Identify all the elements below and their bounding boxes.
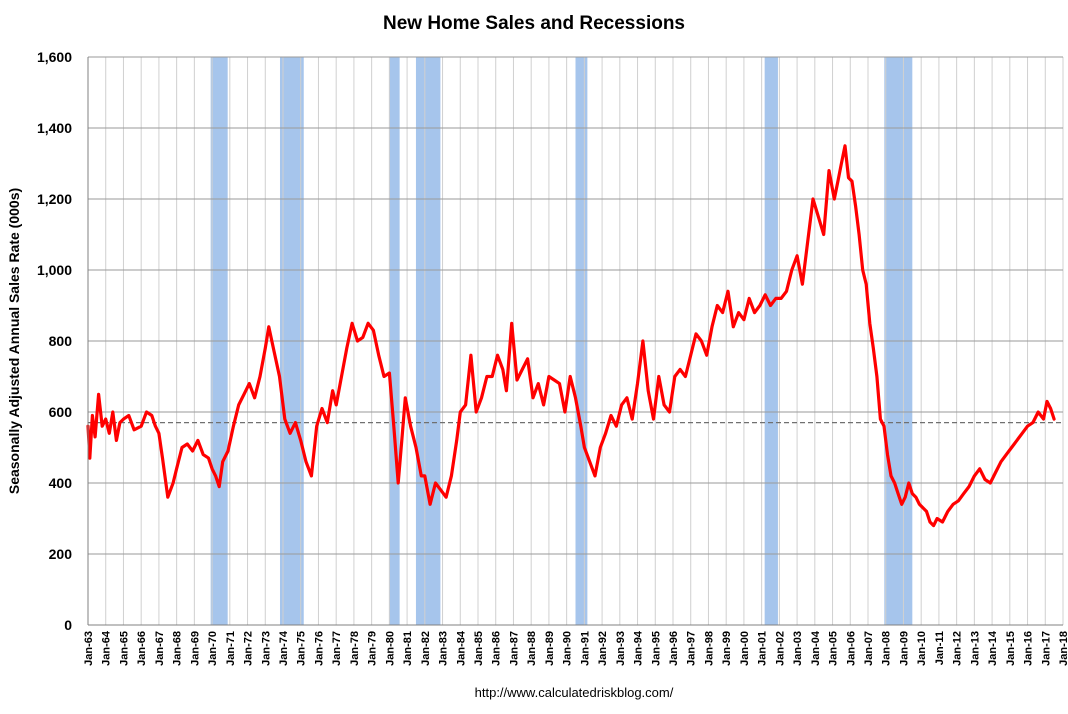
x-tick-label: Jan-94 <box>633 630 645 666</box>
y-tick-label: 1,400 <box>37 120 72 136</box>
y-tick-label: 400 <box>49 475 73 491</box>
y-tick-label: 1,600 <box>37 49 72 65</box>
y-tick-label: 0 <box>64 617 72 633</box>
series-layer <box>86 144 1056 528</box>
x-tick-label: Jan-05 <box>828 631 840 666</box>
x-tick-label: Jan-18 <box>1058 631 1068 666</box>
x-tick-label: Jan-82 <box>420 631 432 666</box>
y-axis-label: Seasonally Adjusted Annual Sales Rate (0… <box>6 188 22 494</box>
x-tick-label: Jan-17 <box>1040 631 1052 666</box>
x-tick-label: Jan-78 <box>349 631 361 666</box>
x-tick-label: Jan-87 <box>508 631 520 666</box>
x-tick-label: Jan-88 <box>526 631 538 666</box>
x-tick-label: Jan-09 <box>898 631 910 666</box>
y-tick-label: 800 <box>49 333 73 349</box>
x-tick-label: Jan-16 <box>1023 631 1035 666</box>
x-tick-label: Jan-79 <box>367 631 379 666</box>
x-tick-label: Jan-04 <box>810 630 822 666</box>
x-tick-label: Jan-64 <box>101 630 113 666</box>
source-url: http://www.calculatedriskblog.com/ <box>475 685 674 700</box>
x-tick-label: Jan-74 <box>278 630 290 666</box>
x-tick-label: Jan-67 <box>154 631 166 666</box>
x-tick-label: Jan-90 <box>562 631 574 666</box>
x-tick-label: Jan-93 <box>615 631 627 666</box>
x-tick-label: Jan-85 <box>473 631 485 666</box>
x-tick-label: Jan-86 <box>491 631 503 666</box>
y-tick-label: 600 <box>49 404 73 420</box>
x-tick-label: Jan-71 <box>225 631 237 666</box>
x-tick-label: Jan-63 <box>83 631 95 666</box>
x-tick-labels: Jan-63 Jan-64 Jan-65 Jan-66 Jan-67 Jan-68 Jan-… <box>83 630 1068 666</box>
x-tick-label: Jan-07 <box>863 631 875 666</box>
x-tick-label: Jan-65 <box>118 631 130 666</box>
x-tick-label: Jan-10 <box>916 631 928 666</box>
x-tick-label: Jan-11 <box>934 631 946 665</box>
x-tick-label: Jan-89 <box>544 631 556 666</box>
y-tick-label: 1,200 <box>37 191 72 207</box>
y-tick-label: 1,000 <box>37 262 72 278</box>
x-tick-label: Jan-81 <box>402 631 414 666</box>
chart-title: New Home Sales and Recessions <box>383 13 685 34</box>
x-tick-label: Jan-96 <box>668 631 680 666</box>
x-tick-label: Jan-73 <box>260 631 272 666</box>
x-tick-label: Jan-13 <box>969 631 981 666</box>
x-tick-label: Jan-95 <box>650 631 662 666</box>
series-line-1 <box>86 144 1056 528</box>
y-tick-label: 200 <box>49 546 73 562</box>
x-tick-label: Jan-12 <box>952 631 964 666</box>
x-tick-label: Jan-00 <box>739 631 751 666</box>
x-tick-label: Jan-98 <box>703 631 715 666</box>
x-tick-label: Jan-66 <box>136 631 148 666</box>
x-tick-label: Jan-01 <box>757 631 769 666</box>
x-tick-label: Jan-80 <box>384 631 396 666</box>
x-tick-label: Jan-99 <box>721 631 733 666</box>
x-tick-label: Jan-70 <box>207 631 219 666</box>
x-tick-label: Jan-83 <box>438 631 450 666</box>
y-tick-labels: 0 200 400 600 800 1,000 1,200 1,400 1,600 <box>37 49 72 633</box>
x-tick-label: Jan-68 <box>172 631 184 666</box>
x-tick-label: Jan-75 <box>296 631 308 666</box>
x-tick-label: Jan-03 <box>792 631 804 666</box>
x-tick-label: Jan-06 <box>845 631 857 666</box>
x-tick-label: Jan-76 <box>313 631 325 666</box>
x-tick-label: Jan-15 <box>1005 631 1017 666</box>
x-tick-label: Jan-08 <box>881 631 893 666</box>
x-tick-label: Jan-14 <box>987 630 999 666</box>
x-tick-label: Jan-84 <box>455 630 467 666</box>
axes <box>87 57 1063 626</box>
x-tick-label: Jan-02 <box>774 631 786 666</box>
x-tick-label: Jan-72 <box>243 631 255 666</box>
x-tick-label: Jan-97 <box>686 631 698 666</box>
x-tick-label: Jan-91 <box>579 631 591 666</box>
x-tick-label: Jan-77 <box>331 631 343 666</box>
x-tick-label: Jan-92 <box>597 631 609 666</box>
x-tick-label: Jan-69 <box>189 631 201 666</box>
